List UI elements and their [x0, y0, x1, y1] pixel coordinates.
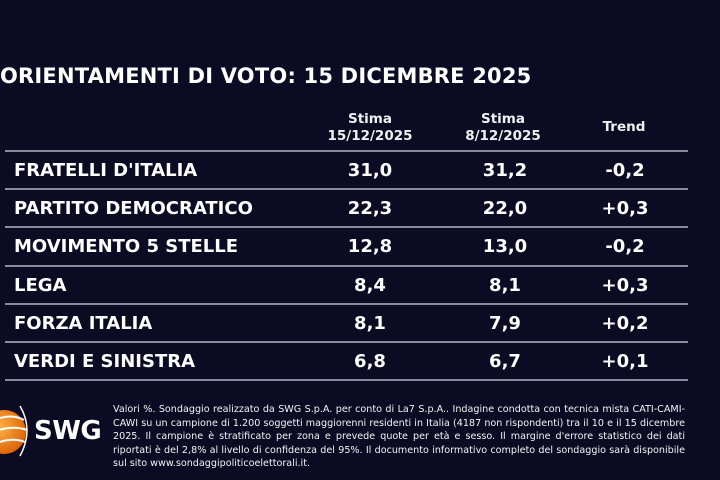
column-header-line1: Stima — [481, 111, 525, 127]
current-value: 31,0 — [347, 160, 393, 181]
table-rule — [5, 226, 688, 229]
current-value: 8,1 — [354, 312, 386, 334]
table-rule — [5, 302, 688, 305]
table-rule — [5, 379, 688, 382]
trend-value: -0,2 — [605, 236, 645, 258]
table-row: FORZA ITALIA 8,1 7,9 +0,2 — [0, 305, 720, 343]
swg-globe-icon — [0, 405, 28, 457]
party-name: FORZA ITALIA — [14, 312, 153, 334]
previous-value: 13,0 — [482, 236, 528, 258]
column-header-current: Stima 15/12/2025 — [327, 111, 412, 145]
methodology-note: Valori %. Sondaggio realizzato da SWG S.… — [113, 404, 685, 470]
previous-value: 6,7 — [489, 351, 521, 372]
party-name: PARTITO DEMOCRATICO — [14, 198, 253, 220]
table-row: PARTITO DEMOCRATICO 22,3 22,0 +0,3 — [0, 190, 720, 228]
previous-value: 8,1 — [489, 274, 521, 296]
trend-value: +0,1 — [601, 351, 649, 372]
column-header-trend: Trend — [603, 119, 646, 136]
column-header-line1: Trend — [602, 119, 646, 135]
table-rule — [5, 341, 688, 343]
table-rule — [5, 264, 688, 267]
table-row: VERDI E SINISTRA 6,8 6,7 +0,1 — [0, 343, 720, 381]
trend-value: +0,3 — [601, 274, 649, 296]
table-row: MOVIMENTO 5 STELLE 12,8 13,0 -0,2 — [0, 228, 720, 266]
table-title: ORIENTAMENTI DI VOTO: 15 DICEMBRE 2025 — [0, 64, 532, 88]
column-header-line1: Stima — [348, 111, 392, 127]
trend-value: +0,3 — [601, 198, 649, 220]
current-value: 22,3 — [347, 198, 393, 220]
previous-value: 22,0 — [482, 198, 528, 220]
column-header-previous: Stima 8/12/2025 — [465, 111, 541, 145]
swg-logo-text: SWG — [34, 416, 102, 446]
trend-value: +0,2 — [601, 312, 649, 334]
column-header-line2: 15/12/2025 — [327, 128, 413, 144]
table-row: LEGA 8,4 8,1 +0,3 — [0, 267, 720, 305]
column-header-line2: 8/12/2025 — [465, 128, 541, 144]
table-row: FRATELLI D'ITALIA 31,0 31,2 -0,2 — [0, 152, 720, 190]
party-name: VERDI E SINISTRA — [14, 351, 196, 372]
trend-value: -0,2 — [605, 160, 645, 181]
previous-value: 7,9 — [489, 312, 521, 334]
table-rule — [5, 150, 688, 152]
swg-logo: SWG — [0, 402, 110, 458]
current-value: 6,8 — [354, 351, 386, 372]
party-name: FRATELLI D'ITALIA — [14, 160, 198, 181]
current-value: 12,8 — [347, 236, 393, 258]
current-value: 8,4 — [354, 274, 386, 296]
party-name: MOVIMENTO 5 STELLE — [14, 236, 239, 258]
table-rule — [5, 188, 688, 191]
previous-value: 31,2 — [482, 160, 528, 181]
party-name: LEGA — [14, 274, 67, 296]
